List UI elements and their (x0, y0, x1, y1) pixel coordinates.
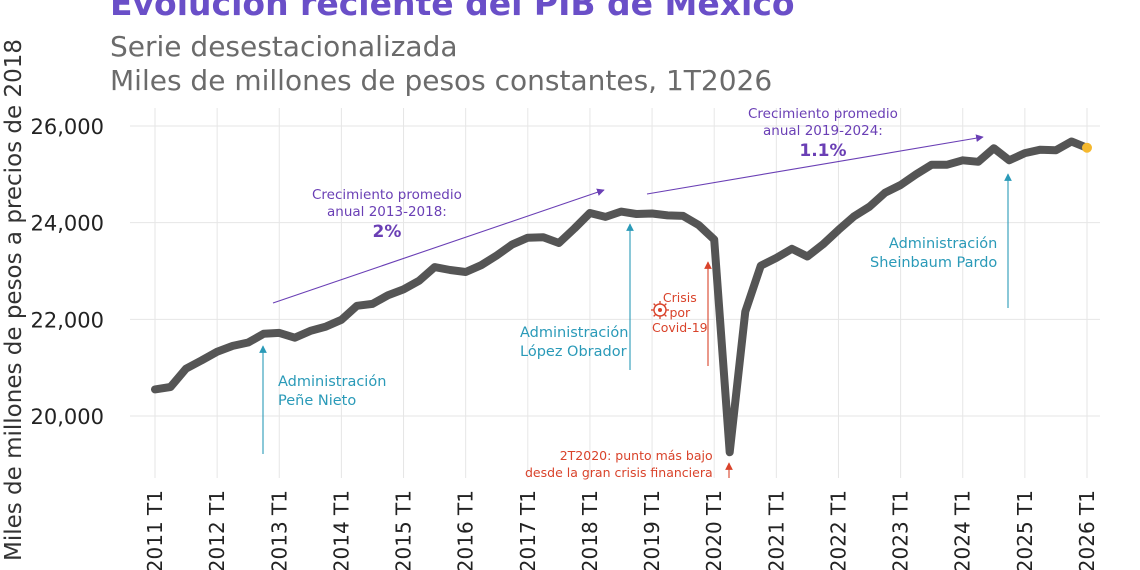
x-tick-label: 2014 T1 (329, 490, 353, 570)
x-tick-label: 2018 T1 (578, 490, 602, 570)
growth-2013-2018-arrow (272, 188, 605, 304)
x-tick-label: 2026 T1 (1075, 490, 1099, 570)
sheinbaum-line1: Administración (888, 236, 998, 252)
x-tick-label: 2020 T1 (702, 490, 726, 570)
virus-spike (653, 313, 657, 317)
covid-line2: por (669, 305, 691, 320)
pena-nieto-annotation: Administración Peñe Nieto (278, 373, 386, 411)
growth-2019-2024-arrow (646, 134, 984, 195)
x-tick-label: 2013 T1 (267, 490, 291, 570)
growth-2019-2024-value: 1.1% (799, 141, 847, 161)
virus-spike (653, 303, 657, 307)
y-axis-label: Miles de millones de pesos a precios de … (1, 38, 27, 562)
low-point-annotation: 2T2020: punto más bajo desde la gran cri… (525, 447, 713, 481)
annotation-arrows (259, 134, 1012, 478)
chart-title: Evolución reciente del PIB de México (110, 0, 795, 23)
chart-subtitle-units: Miles de millones de pesos constantes, 1… (110, 64, 773, 97)
virus-icon (651, 301, 669, 319)
growth-2013-2018-line2: anual 2013-2018: (327, 204, 447, 220)
growth-2019-2024-line2: anual 2019-2024: (763, 123, 883, 139)
sheinbaum-annotation: Administración Sheinbaum Pardo (870, 235, 997, 273)
virus-spike (663, 303, 667, 307)
y-tick-label: 26,000 (31, 115, 104, 139)
low-point-line1: 2T2020: punto más bajo (559, 448, 713, 463)
x-tick-label: 2016 T1 (454, 490, 478, 570)
gdp-series-line (151, 137, 1091, 457)
growth-2013-2018-line1: Crecimiento promedio (312, 187, 462, 203)
growth-2013-2018-value: 2% (372, 222, 402, 242)
x-tick-label: 2025 T1 (1013, 490, 1037, 570)
growth-2019-2024-line1: Crecimiento promedio (748, 106, 898, 122)
covid-line1: Crisis (662, 290, 697, 305)
y-tick-label: 24,000 (31, 212, 104, 236)
x-tick-label: 2022 T1 (826, 490, 850, 570)
growth-2013-2018-annotation: Crecimiento promedio anual 2013-2018: 2% (312, 187, 462, 243)
x-tick-label: 2019 T1 (640, 490, 664, 570)
x-tick-label: 2021 T1 (764, 490, 788, 570)
lopez-obrador-annotation: Administración López Obrador (520, 324, 628, 362)
y-axis-ticks: 20,000 22,000 24,000 26,000 (31, 115, 104, 429)
lopez-obrador-line2: López Obrador (520, 344, 627, 360)
x-tick-label: 2023 T1 (889, 490, 913, 570)
chart-subtitle-series: Serie desestacionalizada (110, 30, 458, 63)
virus-spike (663, 313, 667, 317)
growth-2019-2024-annotation: Crecimiento promedio anual 2019-2024: 1.… (748, 106, 898, 162)
x-tick-label: 2017 T1 (516, 490, 540, 570)
x-tick-label: 2024 T1 (951, 490, 975, 570)
y-tick-label: 20,000 (31, 405, 104, 429)
latest-point-marker (1082, 142, 1092, 153)
x-tick-label: 2012 T1 (205, 490, 229, 570)
pena-nieto-line1: Administración (278, 374, 387, 390)
covid-annotation: Crisis por Covid-19 (652, 290, 708, 335)
y-tick-label: 22,000 (31, 308, 104, 332)
x-tick-label: 2011 T1 (143, 490, 167, 570)
covid-line3: Covid-19 (652, 320, 708, 335)
sheinbaum-line2: Sheinbaum Pardo (870, 255, 998, 271)
x-axis-ticks: 2011 T1 2012 T1 2013 T1 2014 T1 2015 T1 2016 … (143, 490, 1099, 570)
low-point-line2: desde la gran crisis financiera (525, 465, 713, 480)
lopez-obrador-line1: Administración (520, 325, 629, 341)
x-tick-label: 2015 T1 (392, 490, 416, 570)
pena-nieto-line2: Peñe Nieto (278, 393, 357, 409)
